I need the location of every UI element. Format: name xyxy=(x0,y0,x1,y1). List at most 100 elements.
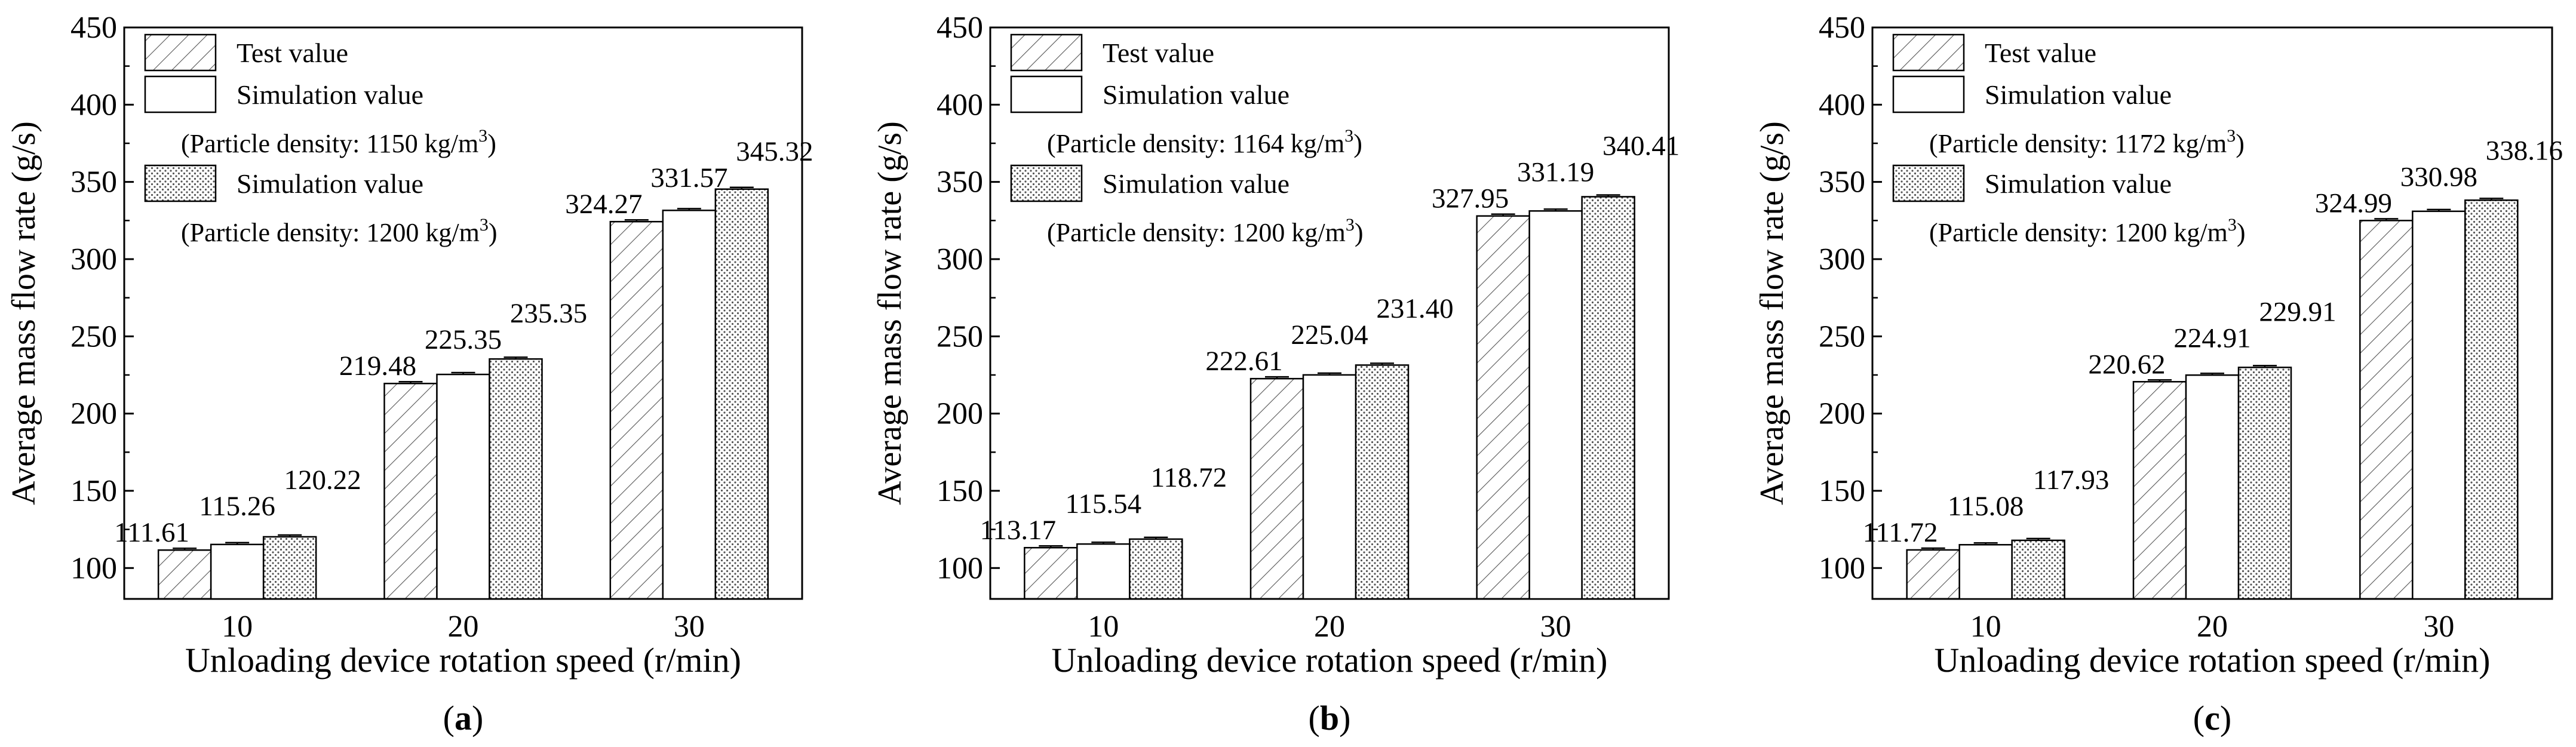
bar xyxy=(1024,546,1078,600)
y-axis-label: Average mass flow rate (g/s) xyxy=(871,121,908,505)
bar xyxy=(2412,210,2466,600)
panel-label: (a) xyxy=(443,699,484,737)
data-label: 120.22 xyxy=(284,465,361,496)
legend-swatch xyxy=(144,164,217,202)
data-label: 235.35 xyxy=(510,298,587,329)
legend-note: (Particle density: 1200 kg/m3) xyxy=(1929,215,2245,247)
legend-swatch xyxy=(1892,75,1965,113)
bar xyxy=(2359,220,2414,600)
y-tick-label: 300 xyxy=(937,242,983,276)
data-label: 115.54 xyxy=(1066,488,1142,519)
data-label: 118.72 xyxy=(1151,462,1227,493)
legend-label: Simulation value xyxy=(237,79,423,110)
panel-label: (b) xyxy=(1309,699,1351,737)
y-tick-label: 450 xyxy=(70,11,117,45)
bar xyxy=(383,382,438,600)
y-tick-label: 250 xyxy=(1819,319,1865,353)
bar xyxy=(1528,210,1583,600)
y-tick-label: 150 xyxy=(937,474,983,508)
data-label: 231.40 xyxy=(1376,293,1453,324)
y-tick-label: 250 xyxy=(937,319,983,353)
legend-swatch xyxy=(1010,75,1083,113)
x-tick-label: 30 xyxy=(2423,610,2454,644)
data-label: 338.16 xyxy=(2486,135,2563,166)
bar xyxy=(2464,199,2519,600)
data-label: 225.04 xyxy=(1291,319,1368,351)
y-tick-label: 150 xyxy=(70,474,117,508)
legend-swatch xyxy=(1010,164,1083,202)
bar xyxy=(1355,364,1410,600)
y-tick-label: 200 xyxy=(937,397,983,431)
bar xyxy=(1476,215,1530,600)
y-tick-label: 400 xyxy=(70,88,117,122)
bar xyxy=(1958,544,2013,600)
bar xyxy=(1302,374,1357,600)
legend-label: Test value xyxy=(1103,38,1214,68)
data-label: 324.27 xyxy=(565,189,642,220)
y-tick-label: 100 xyxy=(1819,551,1865,585)
y-axis-label: Average mass flow rate (g/s) xyxy=(1754,121,1791,505)
y-tick-label: 100 xyxy=(937,551,983,585)
data-label: 222.61 xyxy=(1205,346,1282,377)
data-label: 219.48 xyxy=(339,351,416,382)
data-label: 327.95 xyxy=(1432,183,1509,214)
y-tick-label: 350 xyxy=(70,165,117,199)
legend-swatch xyxy=(1892,33,1965,72)
legend-note: (Particle density: 1164 kg/m3) xyxy=(1047,126,1362,158)
legend-swatch xyxy=(1892,164,1965,202)
data-label: 224.91 xyxy=(2173,322,2250,353)
x-tick-label: 30 xyxy=(674,610,705,644)
y-tick-label: 450 xyxy=(1819,11,1865,45)
y-tick-label: 300 xyxy=(1819,242,1865,276)
data-label: 115.26 xyxy=(199,491,275,522)
legend-swatch xyxy=(1010,33,1083,72)
data-label: 220.62 xyxy=(2088,349,2165,380)
data-label: 331.19 xyxy=(1517,157,1594,188)
panel-label: (c) xyxy=(2193,699,2231,737)
bar xyxy=(1076,543,1131,600)
data-label: 340.41 xyxy=(1602,131,1680,162)
bar xyxy=(2185,374,2240,600)
legend-label: Test value xyxy=(237,38,348,68)
data-label: 345.32 xyxy=(736,136,813,167)
data-label: 111.61 xyxy=(114,517,189,548)
data-label: 113.17 xyxy=(980,515,1057,546)
legend-note: (Particle density: 1150 kg/m3) xyxy=(181,126,496,158)
bar xyxy=(609,220,664,600)
bar xyxy=(436,373,490,600)
legend-swatch xyxy=(144,75,217,113)
chart-panel-b: 100 150 200 250 300 350 400 450 Average mass flo… xyxy=(871,11,1680,737)
data-label: 225.35 xyxy=(425,324,502,355)
y-tick-label: 250 xyxy=(70,319,117,353)
x-axis-label: Unloading device rotation speed (r/min) xyxy=(185,641,741,680)
data-label: 117.93 xyxy=(2033,465,2110,496)
bar xyxy=(1129,538,1183,600)
legend-note: (Particle density: 1200 kg/m3) xyxy=(181,215,497,247)
legend-swatch xyxy=(144,33,217,72)
legend-label: Simulation value xyxy=(1985,168,2172,199)
bar xyxy=(2011,539,2065,600)
y-tick-label: 300 xyxy=(70,242,117,276)
data-label: 330.98 xyxy=(2400,161,2477,192)
y-tick-label: 200 xyxy=(70,397,117,431)
x-tick-label: 20 xyxy=(2197,610,2228,644)
bar xyxy=(157,549,212,600)
data-label: 111.72 xyxy=(1863,517,1938,548)
y-tick-label: 100 xyxy=(70,551,117,585)
bar xyxy=(1581,196,1635,600)
bar xyxy=(1906,549,1960,600)
y-tick-label: 400 xyxy=(1819,88,1865,122)
legend-label: Simulation value xyxy=(1103,168,1289,199)
legend-label: Simulation value xyxy=(237,168,423,199)
y-axis-label: Average mass flow rate (g/s) xyxy=(5,121,42,505)
y-tick-label: 200 xyxy=(1819,397,1865,431)
bar xyxy=(662,210,717,600)
bar xyxy=(262,536,317,600)
legend-label: Simulation value xyxy=(1103,79,1289,110)
chart-panel-c: 100 150 200 250 300 350 400 450 Average mass flo… xyxy=(1754,11,2563,737)
x-tick-label: 10 xyxy=(1088,610,1119,644)
x-axis-label: Unloading device rotation speed (r/min) xyxy=(1052,641,1608,680)
legend-note: (Particle density: 1200 kg/m3) xyxy=(1047,215,1363,247)
y-tick-label: 350 xyxy=(937,165,983,199)
